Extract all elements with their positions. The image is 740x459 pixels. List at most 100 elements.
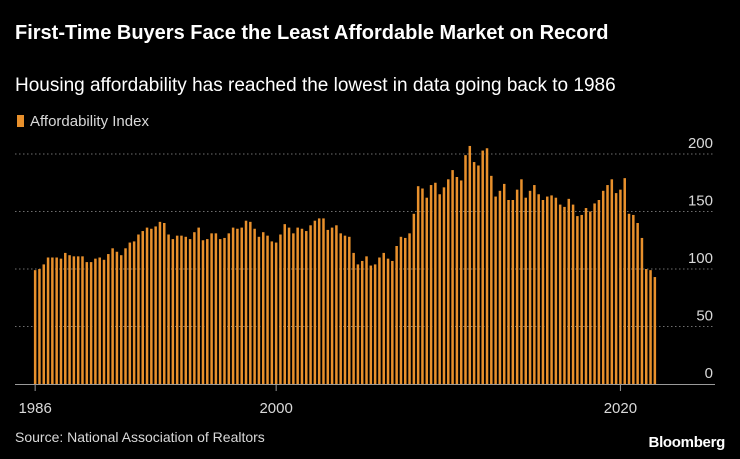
- bar-7: [64, 252, 67, 384]
- bar-116: [533, 185, 536, 384]
- bar-91: [425, 197, 429, 384]
- bar-31: [167, 234, 170, 384]
- bar-74: [352, 252, 355, 384]
- bar-44: [223, 237, 226, 384]
- bar-52: [257, 236, 261, 384]
- bar-59: [287, 227, 291, 384]
- bar-84: [395, 246, 398, 384]
- bar-30: [163, 223, 166, 384]
- bar-42: [214, 233, 218, 384]
- bar-20: [119, 255, 123, 384]
- chart-subtitle: Housing affordability has reached the lo…: [15, 75, 616, 96]
- chart-title: First-Time Buyers Face the Least Afforda…: [15, 22, 609, 44]
- bar-81: [382, 252, 385, 384]
- bar-60: [292, 233, 295, 384]
- bar-33: [175, 235, 179, 384]
- bar-50: [249, 221, 252, 384]
- bar-128: [584, 208, 588, 384]
- bar-97: [451, 170, 454, 384]
- bar-64: [309, 225, 312, 384]
- bar-58: [283, 224, 286, 384]
- bar-123: [563, 206, 566, 384]
- bar-76: [360, 260, 364, 384]
- bar-115: [528, 190, 532, 384]
- bar-72: [343, 235, 347, 384]
- bar-5: [55, 257, 58, 384]
- bar-71: [339, 233, 342, 384]
- y-tick-label-150: 150: [688, 193, 713, 210]
- bars: [33, 145, 657, 384]
- bar-100: [464, 155, 467, 384]
- bar-43: [218, 239, 222, 384]
- bar-28: [154, 226, 157, 384]
- bar-13: [89, 262, 93, 384]
- bar-134: [610, 179, 614, 384]
- bar-142: [644, 269, 648, 384]
- bar-23: [132, 241, 136, 384]
- bar-14: [94, 258, 97, 384]
- bar-46: [231, 227, 235, 384]
- bar-138: [627, 213, 631, 384]
- bar-17: [107, 254, 110, 384]
- bar-83: [391, 260, 394, 384]
- bar-77: [365, 256, 368, 384]
- bar-129: [589, 211, 592, 384]
- bar-114: [524, 197, 527, 384]
- bar-3: [46, 257, 50, 384]
- bar-16: [102, 259, 106, 384]
- bar-95: [442, 187, 446, 384]
- bar-82: [386, 258, 390, 384]
- bar-96: [447, 179, 450, 384]
- bar-122: [558, 204, 562, 384]
- bar-34: [180, 235, 183, 384]
- bar-118: [541, 200, 545, 384]
- bar-78: [369, 265, 373, 384]
- bar-25: [141, 231, 144, 384]
- x-tick-label-1986: 1986: [18, 400, 51, 417]
- bar-48: [240, 227, 243, 384]
- bar-125: [571, 204, 575, 384]
- bar-9: [72, 256, 76, 384]
- bar-124: [567, 198, 571, 384]
- bar-117: [537, 194, 540, 384]
- y-tick-label-50: 50: [696, 308, 713, 325]
- bar-47: [236, 228, 239, 384]
- bar-133: [606, 185, 609, 384]
- bar-32: [171, 239, 175, 384]
- bar-65: [313, 220, 317, 384]
- legend-label-affordability: Affordability Index: [30, 112, 149, 130]
- bar-92: [429, 185, 433, 384]
- bar-6: [59, 258, 63, 384]
- bar-88: [412, 213, 416, 384]
- bar-19: [115, 251, 119, 384]
- bar-49: [244, 220, 248, 384]
- bar-26: [145, 227, 149, 384]
- bar-11: [81, 256, 84, 384]
- bar-22: [128, 242, 132, 384]
- bar-113: [520, 179, 523, 384]
- bar-8: [68, 255, 71, 384]
- bar-121: [554, 197, 558, 384]
- bar-136: [619, 189, 622, 384]
- bar-35: [184, 236, 188, 384]
- bar-86: [404, 237, 407, 384]
- bar-94: [438, 194, 441, 384]
- bar-27: [150, 228, 153, 384]
- bar-51: [253, 228, 256, 384]
- axes: 0 50 100 150 200 1986 2000 2020: [15, 135, 715, 417]
- bloomberg-logo: Bloomberg: [648, 434, 726, 451]
- bar-61: [296, 227, 299, 384]
- bar-104: [481, 150, 484, 384]
- bar-135: [614, 193, 618, 384]
- bar-139: [632, 214, 635, 384]
- bar-15: [98, 257, 101, 384]
- bar-102: [472, 162, 476, 384]
- x-tick-label-2000: 2000: [259, 400, 292, 417]
- bar-66: [317, 218, 321, 384]
- y-tick-label-0: 0: [705, 365, 713, 382]
- legend: Affordability Index: [17, 112, 149, 130]
- y-tick-label-100: 100: [688, 250, 713, 267]
- bar-29: [158, 221, 162, 384]
- bar-101: [468, 145, 472, 384]
- bar-141: [640, 237, 644, 384]
